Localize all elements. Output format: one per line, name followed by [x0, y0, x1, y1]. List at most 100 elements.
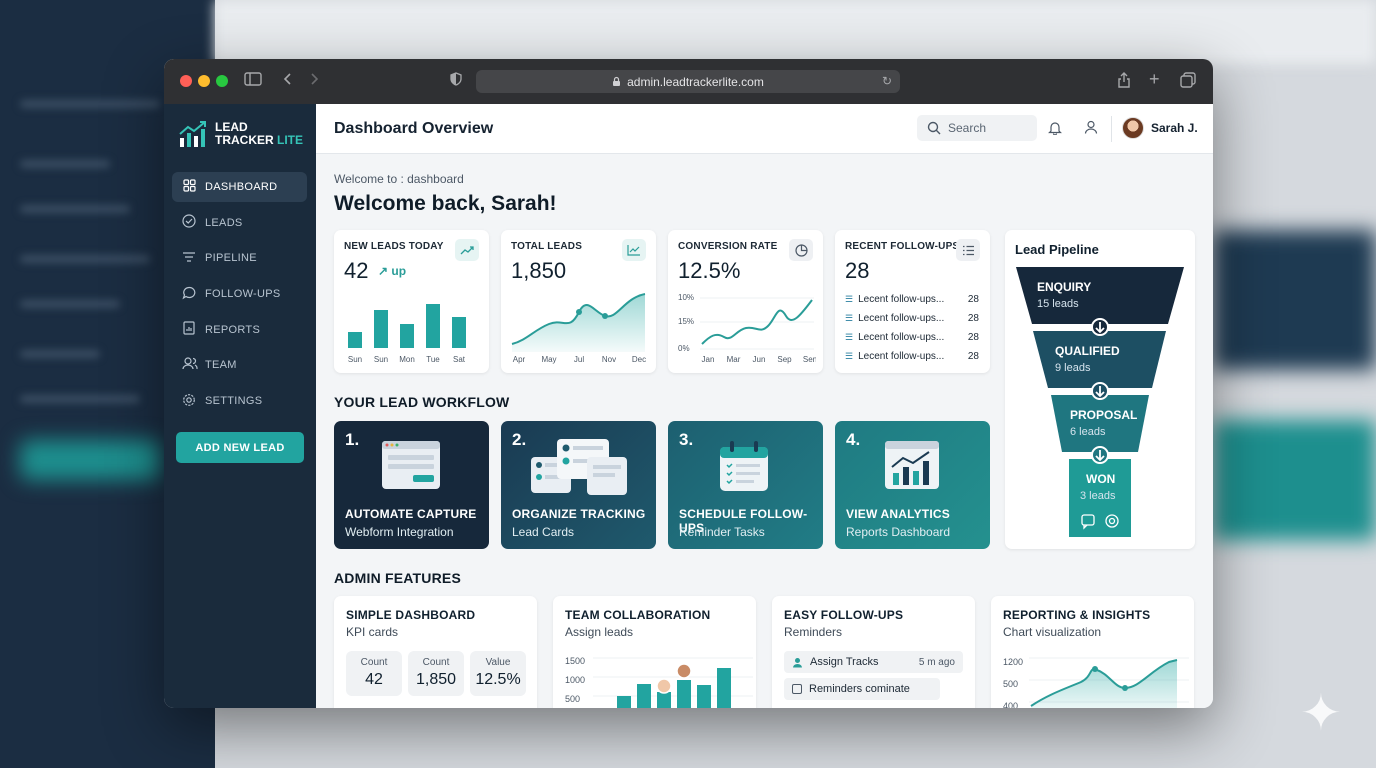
report-icon	[182, 321, 196, 338]
funnel-stage-won[interactable]	[1069, 459, 1131, 537]
admin-card-simple-dashboard[interactable]: SIMPLE DASHBOARD KPI cards Count 42 Count…	[334, 596, 537, 708]
address-bar[interactable]: admin.leadtrackerlite.com ↻	[476, 70, 900, 93]
url-text: admin.leadtrackerlite.com	[627, 74, 764, 89]
x-tick-label: Nov	[602, 355, 616, 364]
search-input[interactable]: Search	[917, 115, 1037, 141]
funnel-stage-enquiry[interactable]	[1016, 267, 1184, 324]
x-tick-label: Sep	[777, 355, 792, 364]
workflow-step-organize-tracking[interactable]: 2. ORGANIZE TRACKING Lead Cards	[501, 421, 656, 549]
kpi-title: CONVERSION RATE	[678, 241, 778, 252]
workflow-heading: YOUR LEAD WORKFLOW	[334, 394, 510, 410]
list-bullet-icon: ☰	[845, 313, 854, 323]
bar	[374, 310, 388, 348]
sidebar-item-label: TEAM	[205, 359, 237, 372]
reload-icon[interactable]: ↻	[881, 74, 892, 88]
kpi-card-follow-ups[interactable]: RECENT FOLLOW-UPS 28 ☰ Lecent follow-ups.…	[835, 230, 990, 373]
brand-logo[interactable]: LEAD TRACKER LITE	[179, 120, 303, 148]
step-subtitle: Lead Cards	[512, 525, 575, 539]
chart-logo-icon	[179, 121, 206, 147]
bell-icon[interactable]	[1048, 120, 1062, 138]
admin-card-title: EASY FOLLOW-UPS	[784, 608, 904, 622]
add-new-lead-button[interactable]: ADD NEW LEAD	[176, 432, 304, 463]
user-profile-icon[interactable]	[1084, 120, 1098, 137]
kpi-card-conversion[interactable]: CONVERSION RATE 12.5% Jan Mar Jun Sep Sen 10%…	[668, 230, 823, 373]
sidebar-item-label: FOLLOW-UPS	[205, 288, 281, 301]
count-tile: Value 12.5%	[470, 651, 526, 696]
follow-up-row[interactable]: ☰ Lecent follow-ups... 28	[845, 332, 979, 343]
step-title: SCHEDULE FOLLOW-UPS	[679, 507, 808, 535]
admin-card-reporting-insights[interactable]: REPORTING & INSIGHTS Chart visualization…	[991, 596, 1194, 708]
tabs-overview-icon[interactable]	[1180, 72, 1196, 92]
user-menu[interactable]: Sarah J.	[1122, 117, 1198, 139]
x-tick-label: Sun	[348, 355, 362, 364]
checkbox[interactable]	[792, 684, 802, 694]
sparkle-icon: ✦	[1300, 685, 1342, 741]
team-icon	[182, 357, 198, 373]
admin-card-easy-follow-ups[interactable]: EASY FOLLOW-UPS Reminders Assign Tracks …	[772, 596, 975, 708]
y-tick-label: 0%	[678, 344, 690, 353]
follow-up-row[interactable]: ☰ Lecent follow-ups... 28	[845, 294, 979, 305]
kpi-card-new-leads[interactable]: NEW LEADS TODAY 42 ↗ up Sun Sun Mon Tue Sat	[334, 230, 489, 373]
sidebar-item-follow-ups[interactable]: FOLLOW-UPS	[172, 279, 307, 309]
sidebar-item-dashboard[interactable]: DASHBOARD	[172, 172, 307, 202]
line-chart-icon	[622, 239, 646, 261]
sidebar-item-team[interactable]: TEAM	[172, 350, 307, 380]
step-number: 2.	[512, 430, 527, 449]
sidebar-item-reports[interactable]: REPORTS	[172, 315, 307, 345]
top-header: Dashboard Overview Search Sarah J.	[316, 104, 1213, 154]
y-tick-label: 15%	[678, 317, 694, 326]
stage-name: ENQUIRY	[1037, 280, 1092, 294]
follow-up-row[interactable]: ☰ Lecent follow-ups... 28	[845, 351, 979, 362]
close-window-button[interactable]	[180, 75, 192, 87]
follow-up-row[interactable]: ☰ Lecent follow-ups... 28	[845, 313, 979, 324]
kpi-card-total-leads[interactable]: TOTAL LEADS 1,850 Apr May Jul Nov Dec	[501, 230, 656, 373]
funnel-stage-proposal[interactable]	[1051, 395, 1149, 452]
reminder-item[interactable]: Reminders cominate	[784, 678, 940, 700]
sidebar-toggle-icon[interactable]	[244, 72, 262, 90]
kpi-trend: ↗ up	[378, 264, 407, 278]
maximize-window-button[interactable]	[216, 75, 228, 87]
step-title: AUTOMATE CAPTURE	[345, 507, 477, 521]
sidebar-item-label: LEADS	[205, 216, 243, 229]
back-icon[interactable]	[282, 72, 292, 90]
new-tab-icon[interactable]: +	[1149, 69, 1160, 89]
workflow-step-view-analytics[interactable]: 4. VIEW ANALYTICS Reports Dashboard	[835, 421, 990, 549]
step-subtitle: Webform Integration	[345, 525, 454, 539]
sidebar-item-pipeline[interactable]: PIPELINE	[172, 243, 307, 273]
avatar	[656, 678, 672, 694]
x-tick-label: Apr	[513, 355, 526, 364]
stage-count: 15 leads	[1037, 298, 1079, 310]
stage-count: 9 leads	[1055, 362, 1091, 374]
workflow-step-schedule-follow-ups[interactable]: 3. SCHEDULE FOLLOW-UPS Reminder Tasks	[668, 421, 823, 549]
x-tick-label: Mar	[727, 355, 741, 364]
sidebar-item-leads[interactable]: LEADS	[172, 208, 307, 238]
kpi-value: 1,850	[511, 258, 567, 283]
list-bullet-icon: ☰	[845, 351, 854, 361]
shield-icon[interactable]	[450, 72, 462, 90]
user-name: Sarah J.	[1151, 121, 1198, 135]
funnel-stage-qualified[interactable]	[1033, 331, 1166, 388]
sidebar-item-settings[interactable]: SETTINGS	[172, 386, 307, 416]
reminder-item[interactable]: Assign Tracks 5 m ago	[784, 651, 963, 673]
search-icon	[927, 121, 941, 135]
bar	[717, 668, 731, 708]
sidebar-item-label: REPORTS	[205, 323, 261, 336]
new-leads-bar-chart: Sun Sun Mon Tue Sat	[348, 304, 466, 364]
chat-icon	[182, 286, 196, 303]
kpi-value: 42	[344, 258, 369, 283]
admin-card-team-collaboration[interactable]: TEAM COLLABORATION Assign leads 1500 1000…	[553, 596, 756, 708]
minimize-window-button[interactable]	[198, 75, 210, 87]
forward-icon[interactable]	[310, 72, 320, 90]
bar	[697, 685, 711, 708]
x-tick-label: Tue	[426, 355, 440, 364]
pie-chart-icon	[789, 239, 813, 261]
data-point	[602, 313, 608, 319]
bar	[637, 684, 651, 708]
lead-cards-icon	[531, 439, 627, 495]
admin-card-subtitle: Chart visualization	[1003, 625, 1102, 639]
x-tick-label: Jun	[753, 355, 766, 364]
bar	[617, 696, 631, 708]
share-icon[interactable]	[1117, 72, 1131, 92]
workflow-step-automate-capture[interactable]: 1. AUTOMATE CAPTURE Webform Integration	[334, 421, 489, 549]
stage-name: WON	[1086, 472, 1116, 486]
